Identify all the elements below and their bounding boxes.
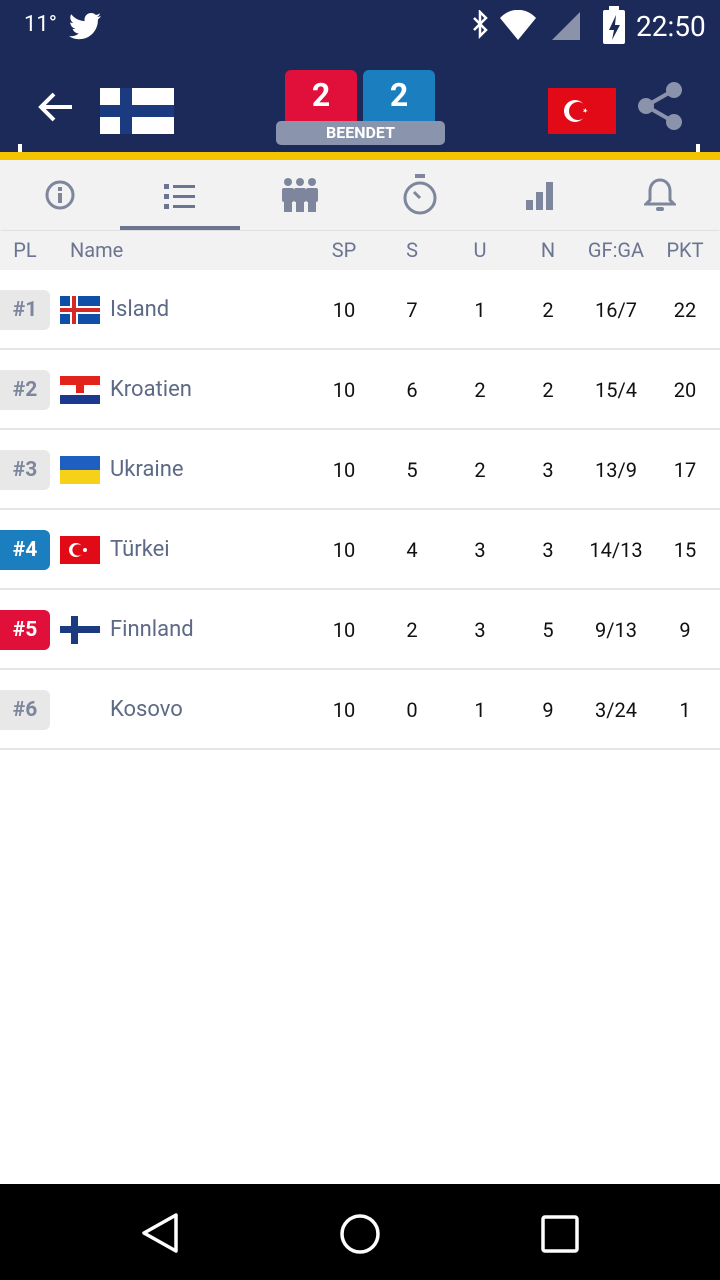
- team-flag: [60, 296, 100, 324]
- stat-cell: 3: [542, 538, 554, 562]
- column-label: PKT: [666, 238, 704, 262]
- column-label: S: [406, 238, 418, 262]
- column-label: N: [540, 238, 556, 262]
- team-flag: [60, 376, 100, 404]
- navigation-bar: [0, 1184, 720, 1280]
- team-name: Kroatien: [110, 377, 192, 402]
- rank-badge: #3: [0, 450, 50, 490]
- back-button[interactable]: [36, 90, 76, 124]
- back-nav[interactable]: [140, 1212, 180, 1254]
- team-name: Kosovo: [110, 697, 183, 722]
- team-name: Türkei: [110, 537, 170, 562]
- stat-cell: 10: [332, 698, 356, 722]
- stat-cell: 7: [406, 298, 418, 322]
- stats-tab[interactable]: [524, 180, 556, 212]
- twitter-icon: [69, 13, 101, 40]
- stat-cell: 20: [673, 378, 697, 402]
- stat-cell: 10: [332, 538, 356, 562]
- team-flag: [60, 456, 100, 484]
- stat-cell: 0: [406, 698, 418, 722]
- stat-cell: 1: [679, 698, 691, 722]
- stat-cell: 4: [406, 538, 418, 562]
- stat-cell: 2: [542, 298, 554, 322]
- stat-cell: 1: [474, 298, 486, 322]
- recents-nav[interactable]: [540, 1214, 580, 1254]
- home-nav[interactable]: [338, 1212, 382, 1256]
- status-icons: [473, 10, 580, 40]
- stat-cell: 2: [474, 458, 486, 482]
- share-button[interactable]: [636, 80, 686, 132]
- team-name: Island: [110, 297, 170, 322]
- stat-cell: 3: [542, 458, 554, 482]
- rank-badge: #5: [0, 610, 50, 650]
- stat-cell: 3: [474, 538, 486, 562]
- column-label: PL: [13, 238, 37, 262]
- active-tab-indicator: [120, 226, 240, 230]
- accent-stripe: [0, 152, 720, 160]
- stat-cell: 10: [332, 618, 356, 642]
- rank-badge: #2: [0, 370, 50, 410]
- rank-badge: #6: [0, 690, 50, 730]
- table-row: #1 Island 10 7 1 2 16/7 22: [0, 270, 720, 350]
- match-header: 2 2 BEENDET: [0, 52, 720, 152]
- column-label: GF:GA: [587, 238, 645, 262]
- stat-cell: 9: [679, 618, 691, 642]
- table-row: #3 Ukraine 10 5 2 3 13/9 17: [0, 430, 720, 510]
- column-label: Name: [70, 238, 124, 262]
- notification-tab[interactable]: [644, 176, 676, 214]
- stat-cell: 9: [542, 698, 554, 722]
- table-row: #6 Kosovo 10 0 1 9 3/24 1: [0, 670, 720, 750]
- stat-cell: 3: [474, 618, 486, 642]
- team-name: Finnland: [110, 617, 194, 642]
- stat-cell: 16/7: [595, 298, 637, 322]
- stat-cell: 13/9: [595, 458, 637, 482]
- timeline-tab[interactable]: [402, 174, 438, 216]
- column-label: SP: [331, 238, 357, 262]
- stat-cell: 17: [673, 458, 697, 482]
- info-tab[interactable]: [44, 179, 76, 211]
- lineup-tab[interactable]: [280, 176, 320, 214]
- table-row: #5 Finnland 10 2 3 5 9/13 9: [0, 590, 720, 670]
- column-label: U: [473, 238, 487, 262]
- team-flag: [60, 616, 100, 644]
- stat-cell: 3/24: [595, 698, 637, 722]
- column-header: PL Name SP S U N GF:GA PKT: [0, 231, 720, 270]
- stat-cell: 6: [406, 378, 418, 402]
- temperature: 11°: [24, 12, 57, 37]
- stat-cell: 10: [332, 378, 356, 402]
- stat-cell: 10: [332, 298, 356, 322]
- home-flag: [100, 88, 174, 134]
- stat-cell: 5: [542, 618, 554, 642]
- away-flag: [548, 88, 616, 134]
- rank-badge: #4: [0, 530, 50, 570]
- stat-cell: 1: [474, 698, 486, 722]
- team-name: Ukraine: [110, 457, 184, 482]
- tab-bar: [0, 160, 720, 230]
- table-row: #4 Türkei 10 4 3 3 14/13 15: [0, 510, 720, 590]
- stat-cell: 14/13: [589, 538, 643, 562]
- stat-cell: 15/4: [595, 378, 637, 402]
- stat-cell: 22: [673, 298, 697, 322]
- battery-icon: [603, 6, 625, 44]
- divider: [696, 144, 700, 152]
- stat-cell: 15: [673, 538, 697, 562]
- away-score: 2: [363, 70, 435, 126]
- stat-cell: 2: [406, 618, 418, 642]
- home-score: 2: [285, 70, 357, 126]
- stat-cell: 9/13: [595, 618, 637, 642]
- rank-badge: #1: [0, 290, 50, 330]
- status-bar: 11° 22:50: [0, 0, 720, 52]
- divider: [18, 144, 22, 152]
- table-tab[interactable]: [164, 182, 196, 210]
- team-flag: [60, 536, 100, 564]
- stat-cell: 10: [332, 458, 356, 482]
- match-status: BEENDET: [276, 121, 445, 145]
- stat-cell: 5: [406, 458, 418, 482]
- stat-cell: 2: [474, 378, 486, 402]
- table-row: #2 Kroatien 10 6 2 2 15/4 20: [0, 350, 720, 430]
- stat-cell: 2: [542, 378, 554, 402]
- clock: 22:50: [636, 10, 706, 43]
